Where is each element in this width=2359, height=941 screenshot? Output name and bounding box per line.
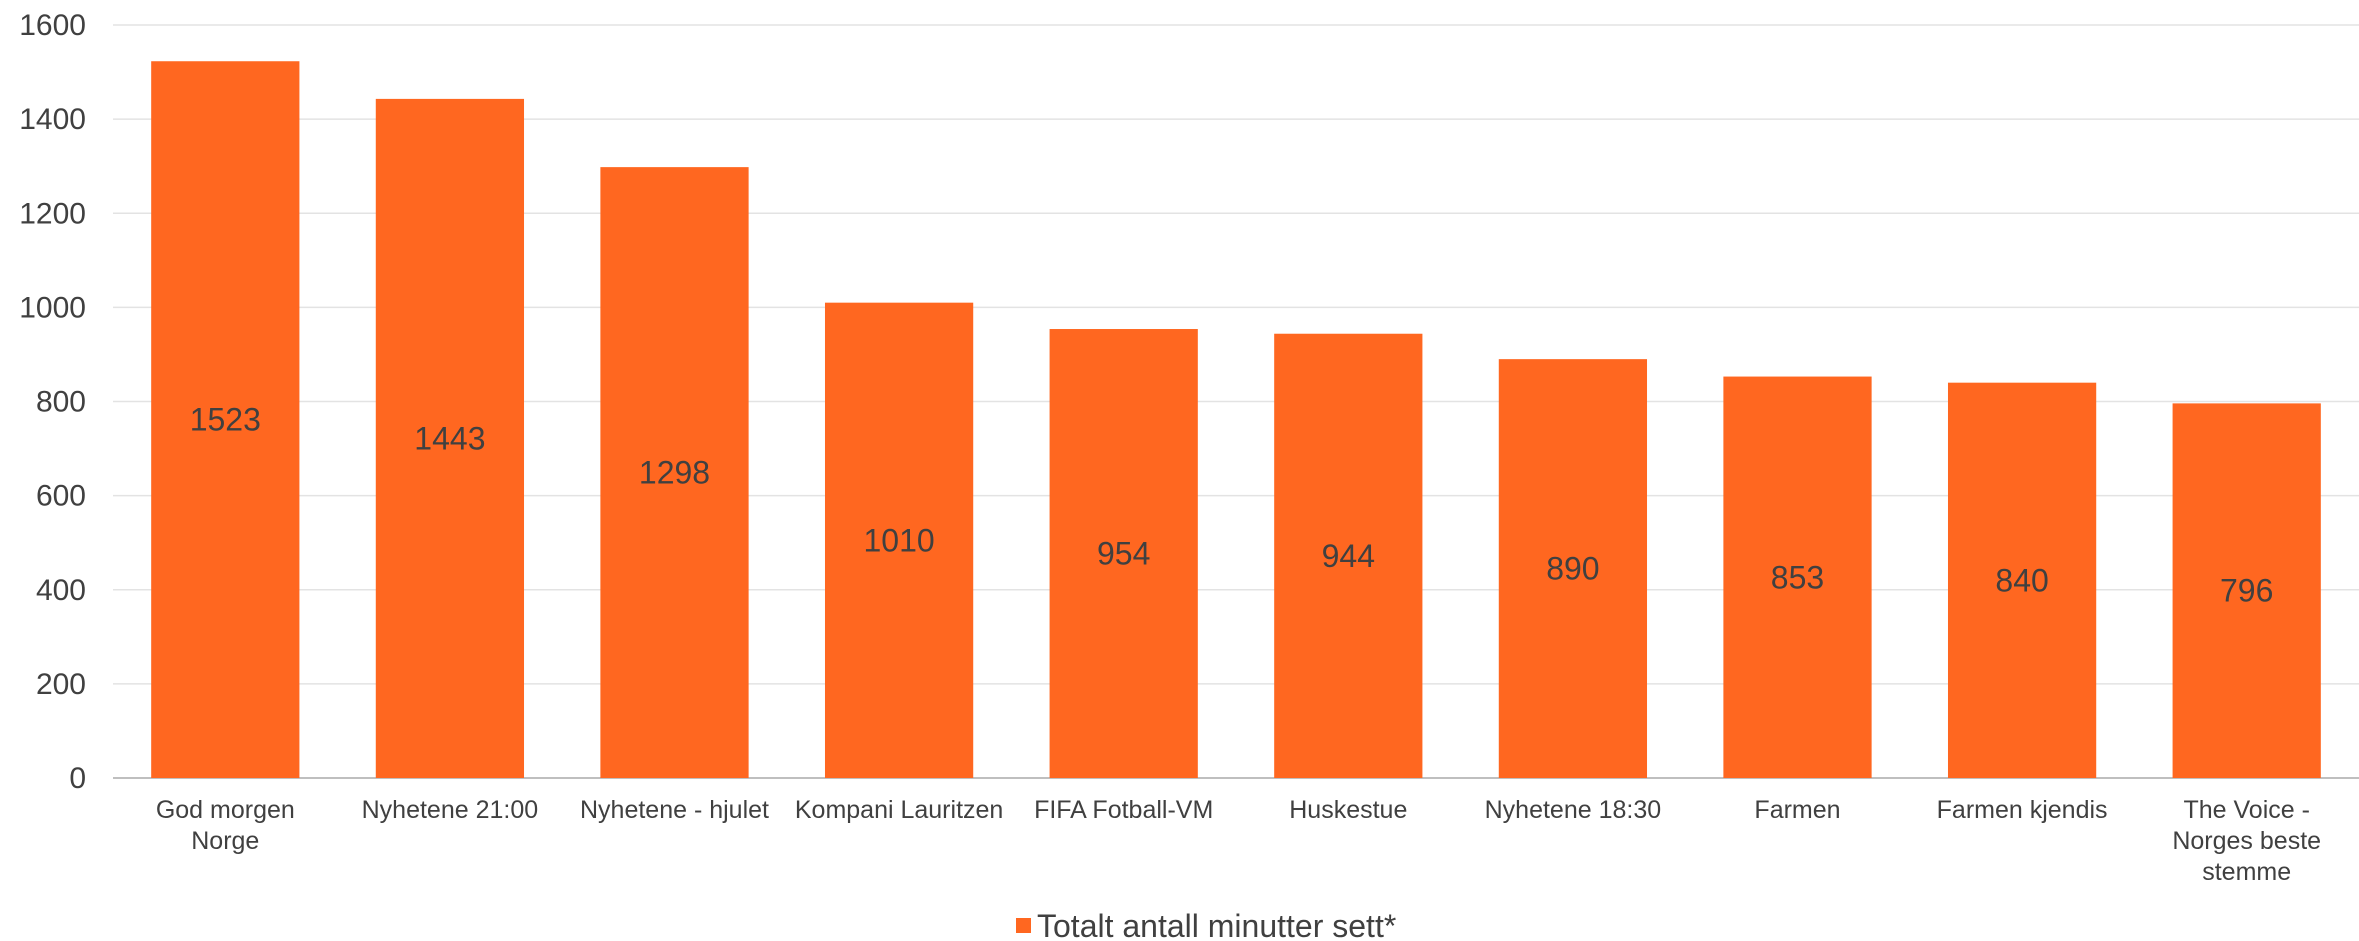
x-tick-label-line: Nyhetene 21:00 — [362, 796, 539, 824]
x-tick-label-line: stemme — [2202, 858, 2291, 886]
x-tick-label-line: Huskestue — [1289, 796, 1407, 824]
data-label: 840 — [1995, 562, 2048, 598]
bar — [151, 61, 300, 779]
y-tick-label: 600 — [36, 480, 86, 513]
bar — [1723, 376, 1872, 778]
x-tick-label: FIFA Fotball-VM — [1034, 796, 1213, 824]
x-tick-label-line: Farmen kjendis — [1937, 796, 2108, 824]
x-tick-label: Nyhetene - hjulet — [580, 796, 769, 824]
x-tick-label-line: Farmen — [1754, 796, 1840, 824]
y-tick-label: 1600 — [19, 9, 86, 42]
y-tick-label: 200 — [36, 668, 86, 701]
y-tick-label: 800 — [36, 386, 86, 419]
y-axis-ticks: 0 200 400 600 800 1000 1200 1400 1600 — [19, 9, 86, 795]
data-label: 1298 — [639, 455, 710, 491]
x-tick-label-line: Norge — [191, 827, 259, 855]
x-tick-label-line: God morgen — [156, 796, 295, 824]
bars — [151, 61, 2321, 779]
bar — [1498, 359, 1648, 778]
y-tick-label: 0 — [69, 762, 86, 795]
x-tick-label: Huskestue — [1289, 796, 1407, 824]
data-labels: 1523 1443 1298 1010 954 944 890 853 840 796 — [190, 402, 2274, 609]
data-label: 944 — [1322, 538, 1375, 574]
bar — [375, 98, 525, 778]
x-tick-label-line: Nyhetene - hjulet — [580, 796, 769, 824]
legend-label: Totalt antall minutter sett* — [1037, 908, 1396, 941]
y-tick-label: 1000 — [19, 291, 86, 324]
x-axis-labels: God morgen Norge Nyhetene 21:00 Nyhetene - … — [156, 796, 2321, 886]
bar — [1947, 382, 2097, 778]
bar — [2172, 403, 2321, 778]
bar — [824, 302, 974, 778]
data-label: 954 — [1097, 536, 1150, 572]
x-tick-label: Nyhetene 21:00 — [362, 796, 539, 824]
x-tick-label: Nyhetene 18:30 — [1485, 796, 1662, 824]
x-tick-label-line: The Voice - — [2183, 796, 2309, 824]
y-tick-label: 400 — [36, 574, 86, 607]
bar — [1049, 329, 1198, 778]
data-label: 1010 — [864, 522, 935, 558]
x-tick-label: God morgen Norge — [156, 796, 295, 855]
x-tick-label-line: FIFA Fotball-VM — [1034, 796, 1213, 824]
data-label: 1443 — [414, 420, 485, 456]
x-tick-label: Farmen kjendis — [1937, 796, 2108, 824]
x-tick-label: Farmen — [1754, 796, 1840, 824]
legend: Totalt antall minutter sett* — [1016, 908, 1396, 941]
data-label: 1523 — [190, 402, 261, 438]
data-label: 853 — [1771, 559, 1824, 595]
x-tick-label-line: Nyhetene 18:30 — [1485, 796, 1662, 824]
data-label: 796 — [2220, 573, 2273, 609]
x-tick-label: Kompani Lauritzen — [795, 796, 1003, 824]
data-label: 890 — [1546, 551, 1599, 587]
x-tick-label: The Voice - Norges beste stemme — [2172, 796, 2321, 886]
y-tick-label: 1200 — [19, 197, 86, 230]
x-tick-label-line: Kompani Lauritzen — [795, 796, 1003, 824]
legend-swatch — [1016, 918, 1031, 933]
bar — [600, 167, 749, 778]
x-tick-label-line: Norges beste — [2172, 827, 2321, 855]
y-tick-label: 1400 — [19, 103, 86, 136]
bar — [1274, 333, 1423, 778]
